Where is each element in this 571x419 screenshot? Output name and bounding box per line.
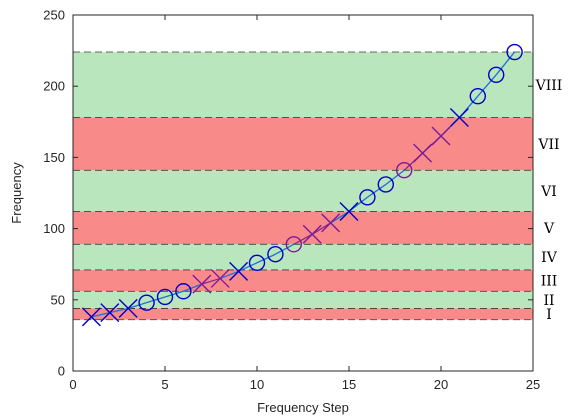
series-line-segment <box>311 222 331 235</box>
circle-marker <box>469 87 486 105</box>
x-tick-label: 5 <box>161 377 168 392</box>
cross-stroke <box>192 274 212 294</box>
band-label-vi: VI <box>540 184 557 200</box>
series-line-segment <box>385 169 405 185</box>
circle-marker <box>285 236 302 253</box>
circle-marker <box>156 288 174 306</box>
series-line-segment <box>183 283 203 292</box>
series-line-segment <box>495 51 516 76</box>
marker-layer <box>81 43 523 327</box>
plot-frame <box>72 14 534 372</box>
cross-stroke <box>210 268 230 288</box>
band-iii <box>73 269 533 292</box>
circle-marker <box>377 176 394 193</box>
band-label-iii: III <box>541 274 558 290</box>
x-tick-label: 0 <box>69 377 76 392</box>
series-line-segment <box>146 296 166 304</box>
series-line-layer <box>91 51 516 318</box>
band-label-vii: VII <box>537 137 559 153</box>
series-line-segment <box>219 270 239 280</box>
cross-stroke <box>229 261 249 281</box>
series-line-segment <box>275 243 295 255</box>
cross-marker <box>339 202 359 222</box>
cross-stroke <box>118 298 138 318</box>
cross-marker <box>81 307 101 327</box>
band-i <box>73 308 533 320</box>
circle-marker <box>175 283 192 300</box>
circle-marker <box>138 294 155 311</box>
cross-marker <box>449 108 469 128</box>
circle-marker <box>396 162 413 179</box>
cross-stroke <box>339 202 359 222</box>
series-line-segment <box>128 302 147 309</box>
band-label-viii: VIII <box>535 78 563 94</box>
cross-stroke <box>431 126 451 146</box>
band-viii <box>73 52 533 118</box>
series-line-segment <box>293 233 313 245</box>
cross-stroke <box>100 303 120 323</box>
band-label-v: V <box>543 221 555 237</box>
band-label-ii: II <box>543 293 554 309</box>
band-ii <box>73 291 533 309</box>
series-line-segment <box>477 74 497 97</box>
circle-marker <box>267 246 284 263</box>
y-axis-title: Frequency <box>9 162 24 224</box>
y-tick-label: 100 <box>43 221 65 236</box>
cross-marker <box>210 268 230 288</box>
cross-marker <box>431 126 451 146</box>
series-line-segment <box>164 290 184 298</box>
band-vii <box>73 117 533 171</box>
cross-marker <box>118 298 138 318</box>
x-tick-label: 15 <box>342 377 356 392</box>
circle-marker <box>506 43 523 61</box>
band-label-iv: IV <box>541 250 558 266</box>
series-line-segment <box>91 311 110 318</box>
series-line-segment <box>256 253 276 264</box>
cross-marker <box>321 213 341 233</box>
x-tick-label: 20 <box>434 377 448 392</box>
cross-marker <box>229 261 249 281</box>
cross-stroke <box>413 143 433 163</box>
band-iv <box>73 244 533 270</box>
y-tick-label: 200 <box>43 79 65 94</box>
circle-marker <box>359 189 376 206</box>
cross-stroke <box>81 307 101 327</box>
cross-stroke <box>302 224 322 244</box>
cross-marker <box>302 224 322 244</box>
y-tick-label: 50 <box>51 292 65 307</box>
cross-stroke <box>321 213 341 233</box>
band-vi <box>73 170 533 212</box>
y-tick-label: 250 <box>43 8 65 23</box>
series-line-segment <box>109 307 129 314</box>
x-tick-label: 25 <box>526 377 540 392</box>
series-line-segment <box>367 183 387 198</box>
cross-marker <box>413 143 433 163</box>
cross-stroke <box>449 108 469 128</box>
series-line-segment <box>238 262 258 272</box>
y-tick-label: 0 <box>58 364 65 379</box>
cross-marker <box>192 274 212 294</box>
x-axis-title: Frequency Step <box>257 400 349 415</box>
cross-marker <box>100 303 120 323</box>
band-layer <box>73 51 533 321</box>
series-line-segment <box>201 277 221 285</box>
band-label-i: I <box>546 307 552 323</box>
x-tick-label: 10 <box>250 377 264 392</box>
circle-marker <box>488 66 505 84</box>
circle-marker <box>248 254 266 271</box>
series-line-segment <box>330 210 350 224</box>
y-tick-label: 150 <box>43 150 65 165</box>
